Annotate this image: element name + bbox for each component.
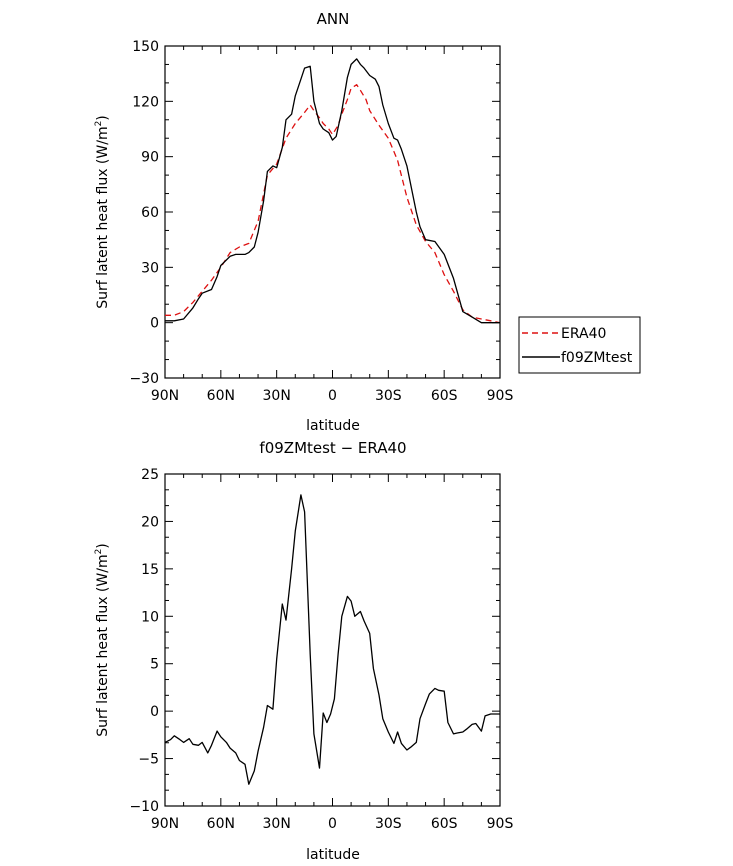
- legend-box: [518, 316, 641, 374]
- x-tick-label: 0: [328, 816, 337, 832]
- y-tick-label: 20: [141, 514, 159, 530]
- bottom-chart-ticks: [164, 473, 501, 807]
- x-tick-label: 60S: [431, 388, 458, 404]
- y-tick-label: −10: [129, 799, 159, 815]
- x-tick-label: 0: [328, 388, 337, 404]
- top-chart-series: [165, 58, 501, 324]
- y-tick-label: 5: [150, 657, 159, 673]
- y-tick-label: −5: [138, 752, 159, 768]
- bottom-chart-series: [164, 494, 500, 785]
- y-tick-label: 10: [141, 609, 159, 625]
- y-tick-label: 0: [150, 316, 159, 332]
- top-chart-y-axis-label: Surf latent heat flux (W/m2): [94, 115, 111, 309]
- x-tick-label: 60N: [207, 816, 235, 832]
- x-tick-label: 30N: [263, 816, 291, 832]
- bottom-chart-title: f09ZMtest − ERA40: [259, 439, 406, 457]
- top-chart-legend: ERA40 f09ZMtest: [518, 316, 641, 374]
- y-tick-label: 60: [141, 205, 159, 221]
- y-tick-label: −30: [129, 371, 159, 387]
- bottom-chart-plot-frame: [164, 473, 501, 807]
- x-tick-label: 90S: [487, 816, 514, 832]
- top-chart-title: ANN: [317, 10, 350, 28]
- y-tick-label: 0: [150, 704, 159, 720]
- bottom-chart-x-axis-label: latitude: [306, 847, 360, 863]
- top-chart-plot-frame: [164, 45, 501, 379]
- series-line-difference: [164, 494, 500, 785]
- y-tick-label: 150: [132, 39, 159, 55]
- x-tick-label: 30S: [375, 388, 402, 404]
- bottom-chart-y-tick-labels: −10 −5 0 5 10 15 20 25: [129, 467, 159, 815]
- legend-label-f09zmtest: f09ZMtest: [561, 350, 633, 366]
- top-chart-ticks: [164, 45, 501, 379]
- y-tick-label: 30: [141, 260, 159, 276]
- x-tick-label: 30N: [263, 388, 291, 404]
- series-line-era40: [165, 84, 501, 324]
- x-tick-label: 90S: [487, 388, 514, 404]
- x-tick-label: 30S: [375, 816, 402, 832]
- x-tick-label: 60S: [431, 816, 458, 832]
- y-tick-label: 90: [141, 150, 159, 166]
- y-tick-label: 15: [141, 562, 159, 578]
- top-chart-panel: ANN −30 0 30 60 90 120 150 90N 60N 30N 0 30S 60S 90S…: [94, 10, 641, 434]
- top-chart-x-tick-labels: 90N 60N 30N 0 30S 60S 90S: [151, 388, 514, 404]
- x-tick-label: 60N: [207, 388, 235, 404]
- x-tick-label: 90N: [151, 816, 179, 832]
- top-chart-y-tick-labels: −30 0 30 60 90 120 150: [129, 39, 159, 387]
- bottom-chart-x-tick-labels: 90N 60N 30N 0 30S 60S 90S: [151, 816, 514, 832]
- legend-label-era40: ERA40: [561, 326, 606, 342]
- y-tick-label: 120: [132, 94, 159, 110]
- series-line-f09zmtest: [165, 58, 500, 324]
- y-tick-label: 25: [141, 467, 159, 483]
- bottom-chart-panel: f09ZMtest − ERA40 −10 −5 0 5 10 15 20 25 90N 60N…: [94, 439, 513, 863]
- bottom-chart-y-axis-label: Surf latent heat flux (W/m2): [94, 543, 111, 737]
- x-tick-label: 90N: [151, 388, 179, 404]
- top-chart-x-axis-label: latitude: [306, 418, 360, 434]
